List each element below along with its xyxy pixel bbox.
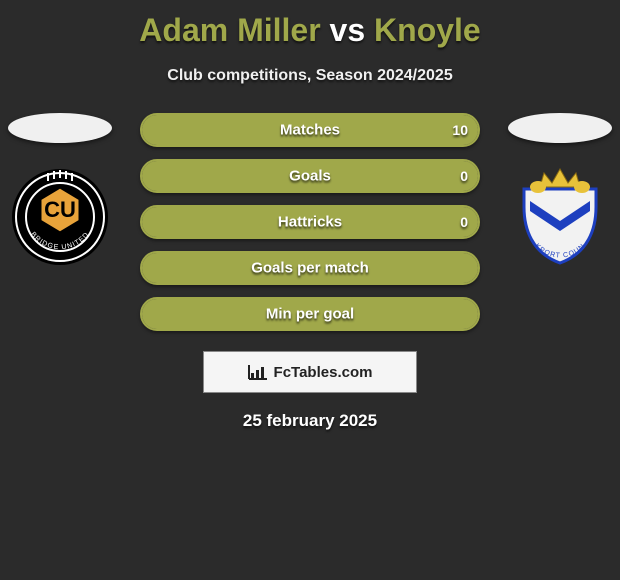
svg-text:CU: CU	[44, 197, 76, 222]
page-title: Adam Miller vs Knoyle	[0, 0, 620, 49]
date-label: 25 february 2025	[0, 411, 620, 431]
stat-row: Goals per match	[140, 251, 480, 285]
watermark-text: FcTables.com	[274, 364, 373, 381]
watermark-badge: FcTables.com	[203, 351, 417, 393]
player1-photo-placeholder	[8, 113, 112, 143]
stat-row: 10 Matches	[140, 113, 480, 147]
stat-row: 0 Hattricks	[140, 205, 480, 239]
stat-value-right: 0	[460, 214, 468, 230]
player1-column: CU BRIDGE UNITED	[0, 113, 120, 267]
title-vs: vs	[330, 12, 366, 48]
stat-label: Goals per match	[251, 260, 369, 277]
stat-label: Min per goal	[266, 306, 354, 323]
player1-club-crest: CU BRIDGE UNITED	[10, 167, 110, 267]
stat-label: Hattricks	[278, 214, 342, 231]
stat-row: Min per goal	[140, 297, 480, 331]
player2-column: KPORT COUN	[500, 113, 620, 267]
title-player1: Adam Miller	[139, 12, 320, 48]
stat-value-right: 0	[460, 168, 468, 184]
subtitle: Club competitions, Season 2024/2025	[0, 67, 620, 85]
stats-rows: 10 Matches 0 Goals 0 Hattricks Goals per match…	[140, 113, 480, 331]
title-player2: Knoyle	[374, 12, 481, 48]
content-area: CU BRIDGE UNITED	[0, 113, 620, 431]
player2-photo-placeholder	[508, 113, 612, 143]
stat-row: 0 Goals	[140, 159, 480, 193]
chart-icon	[248, 364, 268, 380]
stat-label: Matches	[280, 122, 340, 139]
stat-value-right: 10	[452, 122, 468, 138]
player2-club-crest: KPORT COUN	[510, 167, 610, 267]
stat-label: Goals	[289, 168, 331, 185]
